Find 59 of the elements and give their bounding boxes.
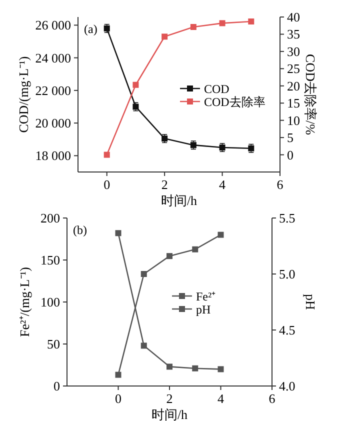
point (218, 366, 224, 372)
y2-tick-label: 5.0 (279, 266, 296, 282)
y-tick-label: 26 000 (35, 18, 71, 33)
point (248, 18, 254, 24)
y-axis-title: Fe²⁺/(mg·L⁻¹) (17, 267, 32, 337)
legend-label: COD去除率 (204, 95, 266, 109)
point (218, 232, 224, 238)
y-tick-label: 50 (47, 336, 60, 352)
x-tick-label: 4 (218, 391, 224, 406)
x-axis-title: 时间/h (160, 193, 198, 208)
y-tick-label: 24 000 (35, 50, 71, 66)
point (190, 24, 196, 30)
y-tick-label: 22 000 (35, 82, 71, 98)
y2-tick-label: 20 (287, 78, 300, 94)
point (162, 34, 168, 40)
point (115, 372, 122, 378)
legend-label: COD (204, 82, 230, 96)
x-tick-label: 2 (161, 177, 168, 192)
x-tick-label: 0 (115, 391, 122, 406)
y2-tick-label: 40 (287, 10, 300, 24)
y-tick-label: 20 000 (35, 116, 71, 131)
y2-tick-label: 25 (287, 61, 300, 76)
point (115, 230, 122, 236)
point (166, 364, 172, 370)
y-tick-label: 150 (40, 252, 60, 268)
point (192, 365, 198, 372)
point (166, 253, 172, 260)
y2-tick-label: 15 (287, 96, 300, 111)
point (219, 20, 226, 26)
point (132, 82, 139, 88)
point (140, 342, 147, 349)
y2-tick-label: 0 (287, 147, 294, 162)
x-tick-label: 6 (268, 391, 276, 406)
legend-label: Fe²⁺ (196, 290, 216, 304)
y2-tick-label: 35 (287, 26, 300, 42)
y2-tick-label: 10 (287, 112, 300, 128)
x-tick-label: 2 (166, 391, 173, 406)
x-tick-label: 0 (104, 177, 110, 192)
y2-tick-label: 5 (287, 130, 294, 146)
y2-tick-label: 4.0 (279, 378, 296, 394)
x-tick-label: 6 (276, 177, 284, 192)
y2-axis-title: pH (303, 294, 318, 310)
y2-axis-title: COD去除率/% (303, 54, 318, 136)
point (104, 152, 110, 158)
y-tick-label: 0 (54, 378, 60, 394)
annotation: (a) (84, 22, 98, 36)
legend-label: pH (196, 302, 211, 316)
annotation: (b) (73, 223, 87, 237)
y-tick-label: 200 (40, 210, 60, 226)
y2-tick-label: 5.5 (279, 210, 296, 226)
x-tick-label: 4 (219, 177, 226, 192)
point (140, 271, 147, 277)
y2-tick-label: 4.5 (279, 322, 296, 338)
y-tick-label: 100 (40, 294, 60, 310)
x-axis-title: 时间/h (151, 407, 188, 421)
point (192, 246, 198, 252)
y-axis-title: COD/(mg·L⁻¹) (16, 56, 31, 133)
y-tick-label: 18 000 (35, 148, 71, 164)
y2-tick-label: 30 (287, 44, 300, 59)
